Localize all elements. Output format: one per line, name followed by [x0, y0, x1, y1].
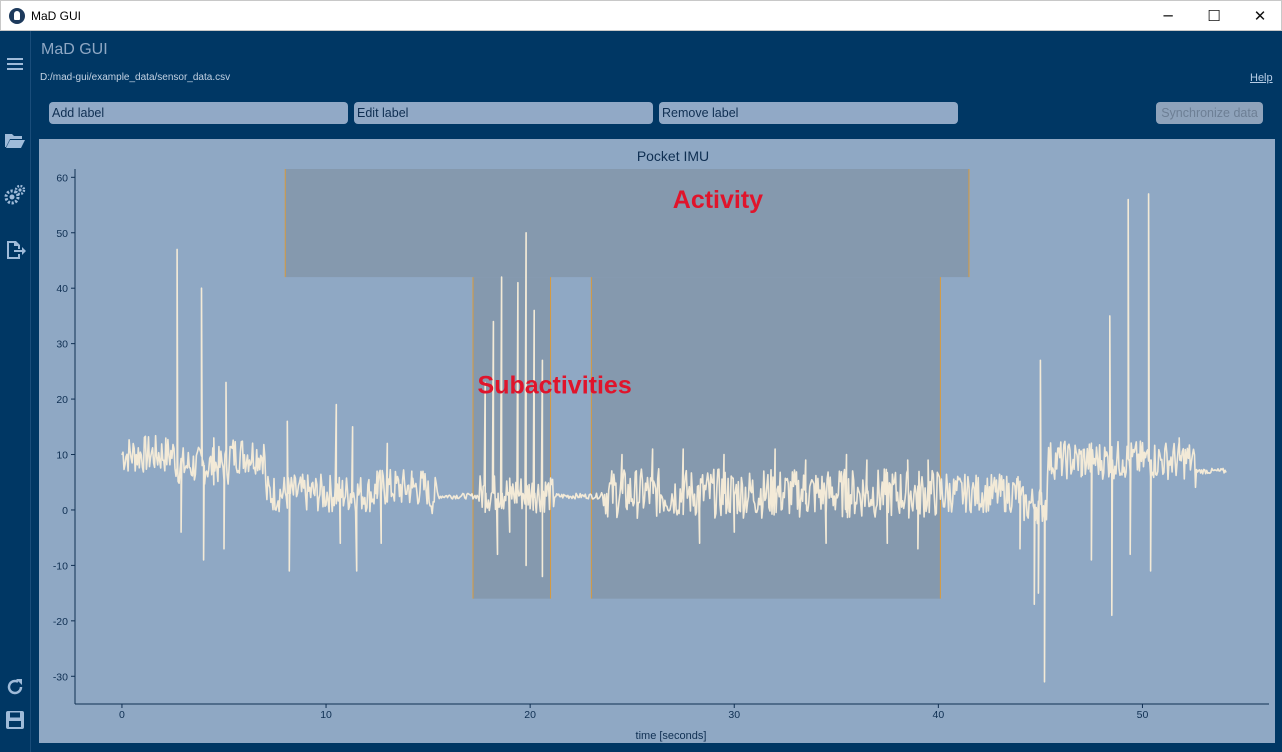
y-tick-label: -10 [53, 560, 68, 572]
file-path: D:/mad-gui/example_data/sensor_data.csv [40, 72, 231, 83]
maximize-button[interactable]: ☐ [1207, 7, 1221, 25]
label-annotations: Activity Subactivities [478, 186, 764, 400]
y-tick-label: -20 [53, 616, 68, 628]
x-axis-label: time [seconds] [636, 730, 707, 742]
x-tick-label: 50 [1137, 709, 1149, 721]
plot-axes: 60 50 40 30 20 10 0 -10 -20 -30 0 10 20 30 40 50 [53, 169, 1269, 721]
app-title: MaD GUI [41, 41, 108, 58]
region-fill[interactable] [591, 277, 941, 599]
label-region-activity[interactable] [284, 169, 970, 278]
remove-label-button[interactable]: Remove label [659, 102, 958, 124]
y-tick-label: 60 [56, 172, 68, 184]
sensor-plot[interactable]: 60 50 40 30 20 10 0 -10 -20 -30 0 10 20 30 40 50 Pocket… [39, 139, 1275, 743]
y-tick-label: -30 [53, 671, 68, 683]
reload-icon[interactable] [4, 676, 26, 698]
menu-icon[interactable] [4, 53, 26, 75]
sidebar [0, 31, 31, 752]
edit-label-button[interactable]: Edit label [354, 102, 653, 124]
y-tick-label: 10 [56, 450, 68, 462]
close-button[interactable]: ✕ [1253, 7, 1267, 25]
add-label-button[interactable]: Add label [49, 102, 348, 124]
activity-annotation: Activity [673, 186, 763, 214]
x-tick-label: 0 [119, 709, 125, 721]
y-tick-label: 40 [56, 283, 68, 295]
y-tick-label: 30 [56, 339, 68, 351]
folder-open-icon[interactable] [4, 129, 26, 151]
window-title: MaD GUI [31, 9, 82, 23]
x-tick-label: 20 [524, 709, 536, 721]
subactivities-annotation: Subactivities [478, 372, 632, 400]
x-tick-label: 40 [933, 709, 945, 721]
chart-title: Pocket IMU [637, 148, 709, 164]
label-region-subactivity-2[interactable] [590, 277, 941, 599]
window-titlebar: MaD GUI ─ ☐ ✕ [0, 0, 1282, 31]
help-link[interactable]: Help [1250, 72, 1273, 84]
y-tick-label: 50 [56, 228, 68, 240]
y-tick-label: 20 [56, 394, 68, 406]
app-logo-icon [9, 8, 25, 24]
minimize-button[interactable]: ─ [1163, 7, 1173, 25]
signal-line [121, 193, 1227, 683]
x-tick-label: 10 [320, 709, 332, 721]
gears-icon[interactable] [4, 184, 26, 206]
x-tick-label: 30 [728, 709, 740, 721]
region-fill[interactable] [285, 169, 969, 278]
save-icon[interactable] [4, 709, 26, 731]
synchronize-data-button[interactable]: Synchronize data [1156, 102, 1263, 124]
label-regions [284, 169, 970, 599]
signal-trace [121, 193, 1227, 683]
export-icon[interactable] [4, 239, 26, 261]
y-tick-label: 0 [62, 505, 68, 517]
plot-panel[interactable]: 60 50 40 30 20 10 0 -10 -20 -30 0 10 20 30 40 50 Pocket… [39, 139, 1275, 743]
